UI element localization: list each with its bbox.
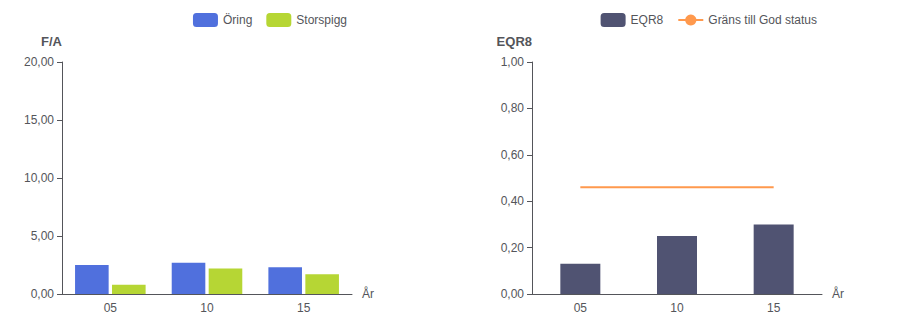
svg-text:Öring: Öring	[223, 13, 252, 27]
svg-text:F/A: F/A	[41, 34, 63, 49]
svg-text:EQR8: EQR8	[497, 34, 532, 49]
svg-text:05: 05	[104, 301, 118, 315]
svg-text:0,80: 0,80	[501, 101, 525, 115]
svg-text:0,00: 0,00	[501, 287, 525, 301]
svg-text:0,40: 0,40	[501, 194, 525, 208]
svg-text:10: 10	[670, 301, 684, 315]
svg-text:15: 15	[297, 301, 311, 315]
svg-text:Storspigg: Storspigg	[296, 13, 347, 27]
svg-text:10,00: 10,00	[24, 171, 54, 185]
svg-text:0,20: 0,20	[501, 241, 525, 255]
svg-text:År: År	[362, 286, 374, 301]
svg-text:År: År	[832, 286, 844, 301]
svg-text:15: 15	[767, 301, 781, 315]
svg-text:10: 10	[200, 301, 214, 315]
svg-text:15,00: 15,00	[24, 113, 54, 127]
svg-text:05: 05	[574, 301, 588, 315]
svg-text:0,00: 0,00	[31, 287, 55, 301]
svg-text:0,60: 0,60	[501, 148, 525, 162]
svg-text:5,00: 5,00	[31, 229, 55, 243]
svg-text:20,00: 20,00	[24, 55, 54, 69]
svg-text:Gräns till God status: Gräns till God status	[708, 13, 817, 27]
svg-text:1,00: 1,00	[501, 55, 525, 69]
svg-text:EQR8: EQR8	[631, 13, 664, 27]
